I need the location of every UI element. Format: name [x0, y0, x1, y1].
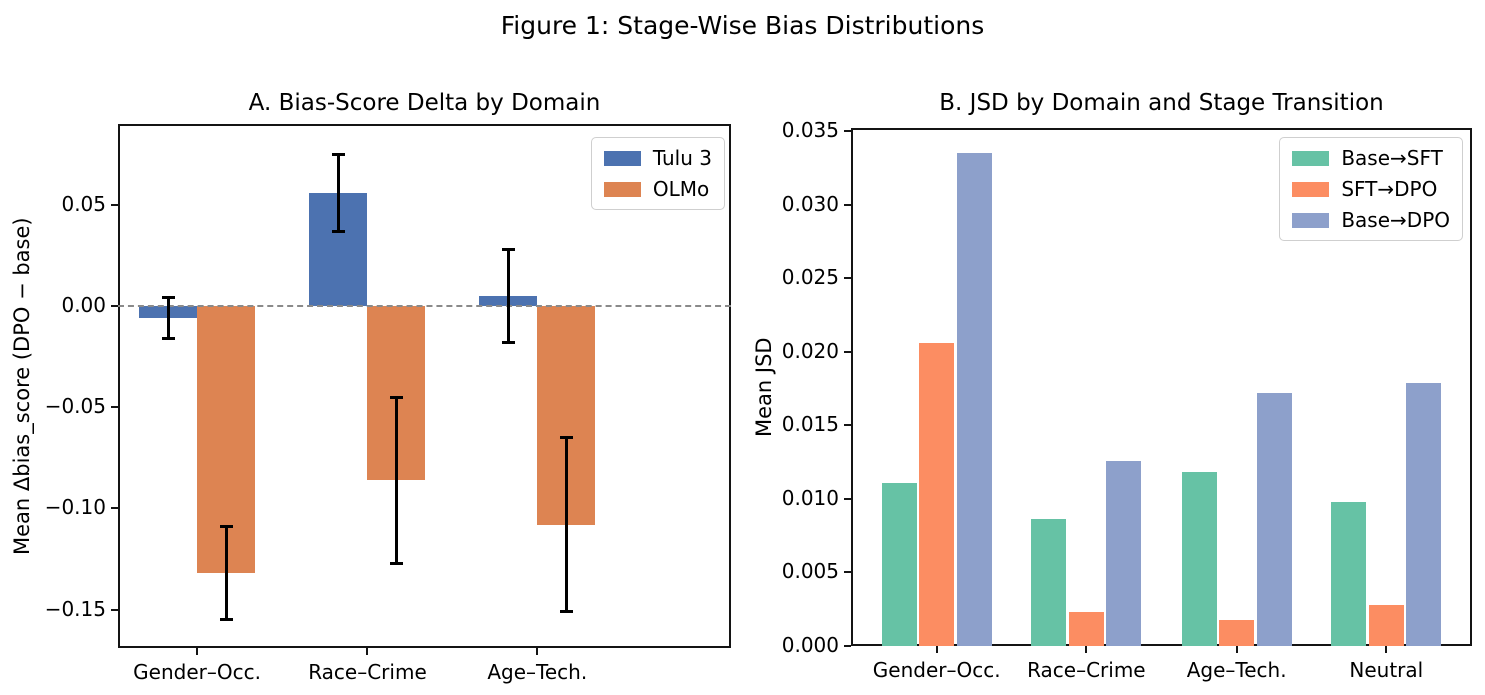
legend-swatch: [1292, 150, 1330, 166]
error-bar: [564, 437, 568, 612]
x-tick: [935, 646, 938, 653]
error-bar-cap: [161, 336, 175, 340]
bar-sft-dpo-4: [1368, 604, 1404, 646]
y-tick: [111, 608, 118, 611]
y-tick-label: 0.035: [781, 117, 839, 142]
x-tick-label: Race–Crime: [308, 660, 427, 684]
x-tick-label: Age–Tech.: [1186, 658, 1287, 682]
error-bar-cap: [161, 296, 175, 300]
y-tick-label: 0.010: [781, 485, 839, 510]
x-tick: [1385, 646, 1388, 653]
x-tick-label: Gender–Occ.: [872, 658, 1001, 682]
legend-item: Base→SFT: [1292, 146, 1450, 170]
error-bar: [394, 397, 398, 564]
x-tick: [536, 648, 539, 655]
error-bar-cap: [331, 152, 345, 156]
error-bar-cap: [219, 618, 233, 622]
y-tick: [844, 350, 851, 353]
legend-label: OLMo: [652, 177, 710, 201]
x-tick: [1085, 646, 1088, 653]
y-tick: [844, 497, 851, 500]
zero-reference-line: [118, 305, 731, 308]
error-bar-cap: [389, 395, 403, 399]
bar-base-sft-1: [881, 482, 917, 646]
y-tick: [111, 406, 118, 409]
y-tick-label: 0.030: [781, 191, 839, 216]
x-tick-label: Race–Crime: [1027, 658, 1146, 682]
legend-item: OLMo: [603, 177, 712, 201]
y-tick-label: −0.05: [44, 394, 106, 419]
error-bar: [224, 526, 228, 620]
legend-label: Tulu 3: [652, 146, 712, 170]
bar-base-sft-2: [1031, 519, 1067, 646]
legend-swatch: [603, 150, 641, 166]
x-tick-label: Neutral: [1349, 658, 1424, 682]
legend-item: Tulu 3: [603, 146, 712, 170]
y-tick-label: 0.020: [781, 338, 839, 363]
bar-base-dpo-3: [1256, 392, 1292, 646]
legend-label: Base→SFT: [1341, 146, 1443, 170]
bar-sft-dpo-1: [919, 342, 955, 646]
bar-base-dpo-4: [1406, 382, 1442, 646]
y-tick: [844, 571, 851, 574]
legend-label: Base→DPO: [1341, 208, 1450, 232]
y-tick: [111, 305, 118, 308]
legend-swatch: [603, 181, 641, 197]
legend-item: Base→DPO: [1292, 208, 1450, 232]
legend: Tulu 3 OLMo: [590, 137, 725, 210]
legend-swatch: [1292, 181, 1330, 197]
y-tick: [844, 424, 851, 427]
y-tick: [844, 129, 851, 132]
error-bar-cap: [331, 229, 345, 233]
bar-base-sft-3: [1181, 472, 1217, 646]
legend-label: SFT→DPO: [1341, 177, 1438, 201]
y-tick-label: 0.015: [781, 412, 839, 437]
error-bar-cap: [559, 610, 573, 614]
bar-sft-dpo-3: [1219, 619, 1255, 646]
y-tick: [111, 203, 118, 206]
x-tick: [1235, 646, 1238, 653]
bar-base-sft-4: [1331, 501, 1367, 646]
legend-swatch: [1292, 212, 1330, 228]
error-bar: [336, 154, 340, 232]
y-tick-label: 0.000: [781, 633, 839, 657]
y-tick: [844, 277, 851, 280]
x-tick-label: Gender–Occ.: [133, 660, 261, 684]
bar-base-dpo-2: [1106, 460, 1142, 646]
y-tick: [844, 203, 851, 206]
error-bar-cap: [559, 436, 573, 440]
chart-a-title: A. Bias-Score Delta by Domain: [248, 90, 601, 116]
y-tick-label: 0.025: [781, 265, 839, 290]
y-tick: [111, 507, 118, 510]
legend: Base→SFT SFT→DPO Base→DPO: [1279, 137, 1463, 241]
chart-b-title: B. JSD by Domain and Stage Transition: [939, 90, 1384, 116]
y-tick-label: 0.00: [61, 293, 106, 318]
error-bar: [166, 297, 170, 339]
legend-item: SFT→DPO: [1292, 177, 1450, 201]
error-bar: [506, 249, 510, 343]
bar-base-dpo-1: [956, 153, 992, 646]
y-tick-label: −0.10: [44, 495, 106, 520]
plot-area: [118, 124, 731, 648]
error-bar-cap: [389, 561, 403, 565]
y-tick-label: 0.005: [781, 559, 839, 584]
error-bar-cap: [501, 247, 515, 251]
y-tick: [844, 645, 851, 647]
y-tick-label: −0.15: [44, 596, 106, 621]
bar-sft-dpo-2: [1068, 612, 1104, 646]
error-bar-cap: [501, 341, 515, 344]
x-tick-label: Age–Tech.: [487, 660, 588, 684]
x-tick: [196, 648, 199, 655]
figure-title: Figure 1: Stage-Wise Bias Distributions: [500, 11, 985, 40]
x-tick: [366, 648, 369, 655]
y-tick-label: 0.05: [61, 191, 106, 216]
error-bar-cap: [219, 525, 233, 529]
plot-area: [851, 128, 1472, 646]
